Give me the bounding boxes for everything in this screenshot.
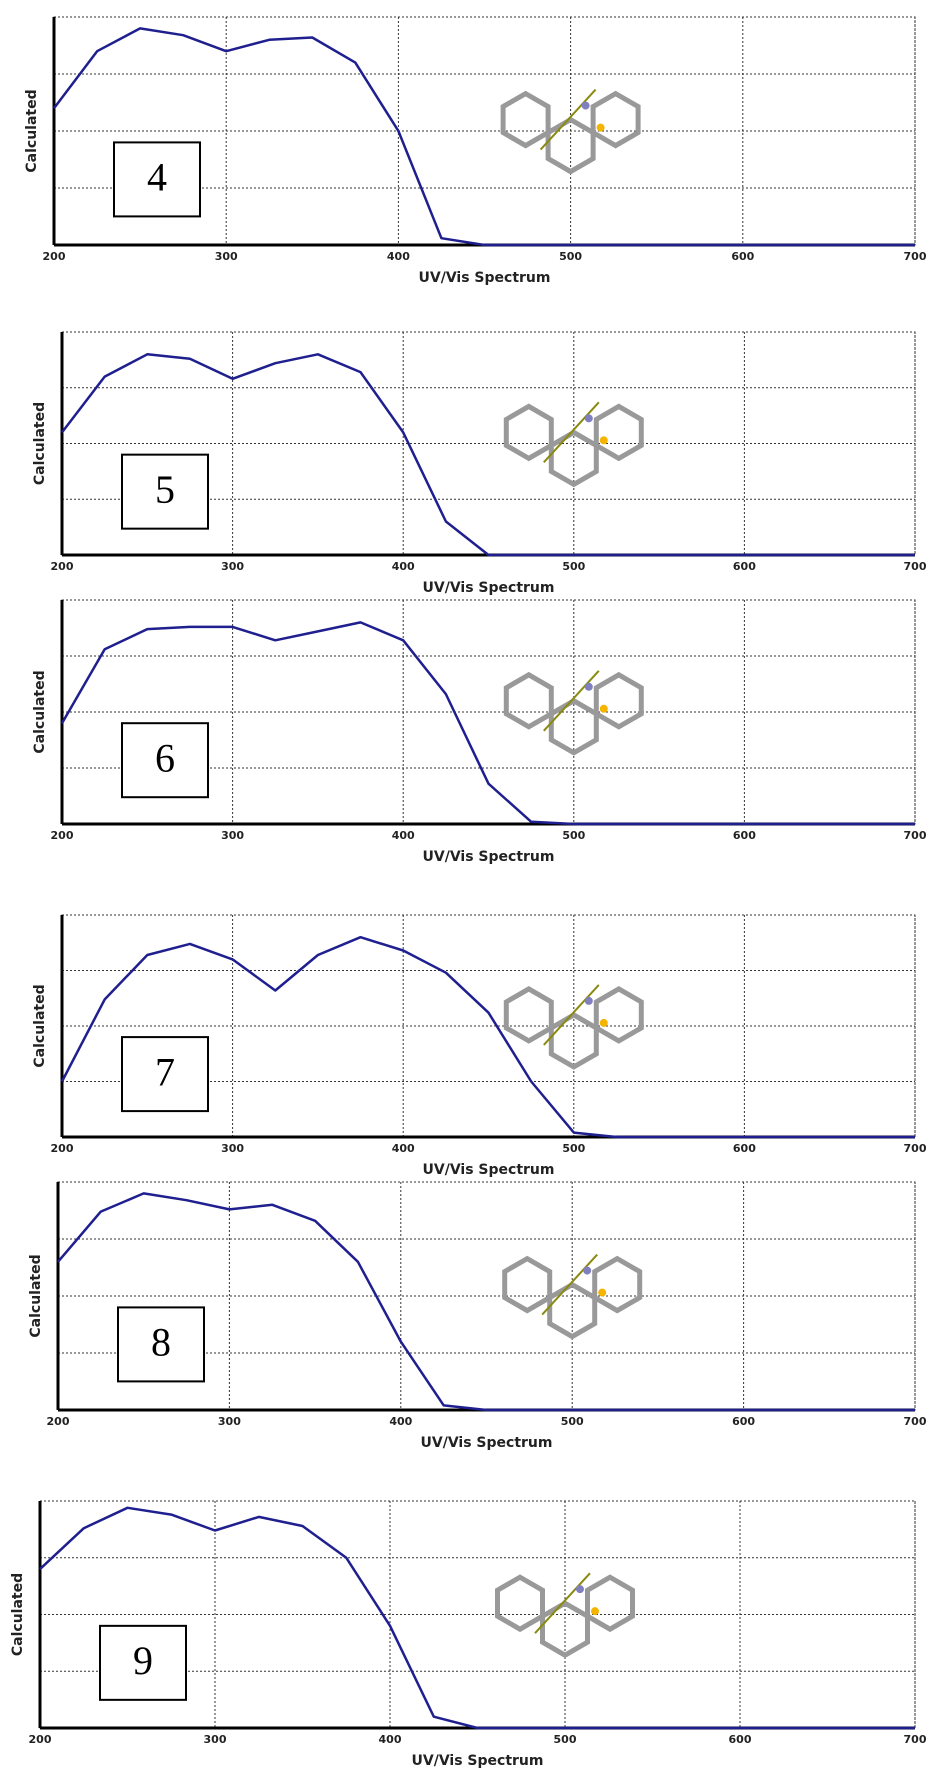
x-tick-label: 300: [215, 250, 238, 263]
label-number: 4: [147, 155, 167, 200]
molecule-ring: [596, 989, 641, 1041]
x-axis-label: UV/Vis Spectrum: [421, 1435, 553, 1451]
x-tick-label: 400: [389, 1415, 412, 1428]
heteroatom: [598, 1289, 606, 1297]
x-tick-label: 600: [733, 829, 756, 842]
x-tick-label: 500: [559, 250, 582, 263]
x-tick-label: 600: [732, 1415, 755, 1428]
x-axis-label: UV/Vis Spectrum: [419, 270, 551, 286]
heteroatom: [600, 705, 608, 713]
heteroatom: [591, 1607, 599, 1615]
y-axis-label: Calculated: [32, 670, 48, 753]
x-tick-label: 700: [904, 1415, 927, 1428]
molecule-ring: [506, 989, 551, 1041]
x-axis-label: UV/Vis Spectrum: [412, 1753, 544, 1769]
chart: 200 300 400 500 600 700 UV/Vis Spectrum Calcula…: [32, 915, 927, 1178]
x-tick-label: 300: [218, 1415, 241, 1428]
x-tick-label: 500: [562, 1142, 585, 1155]
heteroatom: [597, 124, 605, 132]
x-tick-label: 200: [51, 829, 74, 842]
molecule-ring: [506, 675, 551, 727]
heteroatom: [583, 1267, 591, 1275]
y-axis-label: Calculated: [24, 89, 40, 172]
y-axis-label: Calculated: [28, 1254, 44, 1337]
molecule-ring: [596, 406, 641, 458]
label-number: 8: [151, 1320, 171, 1365]
x-tick-label: 200: [29, 1733, 52, 1746]
x-tick-label: 700: [904, 250, 927, 263]
x-tick-label: 600: [733, 560, 756, 573]
heteroatom: [582, 102, 590, 110]
heteroatom: [585, 997, 593, 1005]
molecule-ring: [503, 94, 548, 146]
x-tick-label: 400: [387, 250, 410, 263]
heteroatom: [585, 414, 593, 422]
heteroatom: [576, 1585, 584, 1593]
heteroatom: [585, 683, 593, 691]
x-tick-label: 600: [729, 1733, 752, 1746]
label-number: 9: [133, 1638, 153, 1683]
x-tick-label: 200: [51, 1142, 74, 1155]
x-tick-label: 700: [904, 1142, 927, 1155]
x-tick-label: 500: [561, 1415, 584, 1428]
molecule-ring: [505, 1259, 550, 1311]
y-axis-label: Calculated: [10, 1573, 26, 1656]
x-axis-label: UV/Vis Spectrum: [423, 580, 555, 596]
heteroatom: [600, 436, 608, 444]
x-tick-label: 200: [51, 560, 74, 573]
molecule-ring: [595, 1259, 640, 1311]
x-tick-label: 300: [204, 1733, 227, 1746]
molecule-ring: [593, 94, 638, 146]
x-tick-label: 600: [733, 1142, 756, 1155]
x-tick-label: 700: [904, 829, 927, 842]
heteroatom: [600, 1019, 608, 1027]
page: 200 300 400 500 600 700 UV/Vis Spectrum Calcula…: [0, 0, 944, 1784]
molecule-ring: [596, 675, 641, 727]
x-tick-label: 500: [562, 829, 585, 842]
chart: 200 300 400 500 600 700 UV/Vis Spectrum Calcula…: [10, 1501, 927, 1769]
x-tick-label: 400: [392, 1142, 415, 1155]
x-tick-label: 200: [43, 250, 66, 263]
label-number: 5: [155, 467, 175, 512]
x-tick-label: 300: [221, 560, 244, 573]
chart: 200 300 400 500 600 700 UV/Vis Spectrum Calcula…: [24, 17, 927, 286]
x-tick-label: 700: [904, 560, 927, 573]
x-tick-label: 300: [221, 1142, 244, 1155]
x-tick-label: 200: [47, 1415, 70, 1428]
x-tick-label: 500: [554, 1733, 577, 1746]
molecule-ring: [588, 1577, 633, 1629]
chart-sheet: 200 300 400 500 600 700 UV/Vis Spectrum Calcula…: [0, 0, 944, 1784]
x-tick-label: 400: [392, 560, 415, 573]
x-tick-label: 400: [392, 829, 415, 842]
chart: 200 300 400 500 600 700 UV/Vis Spectrum Calcula…: [32, 600, 927, 865]
x-tick-label: 700: [904, 1733, 927, 1746]
y-axis-label: Calculated: [32, 984, 48, 1067]
x-axis-label: UV/Vis Spectrum: [423, 849, 555, 865]
x-tick-label: 400: [379, 1733, 402, 1746]
chart: 200 300 400 500 600 700 UV/Vis Spectrum Calcula…: [28, 1182, 927, 1451]
y-axis-label: Calculated: [32, 402, 48, 485]
chart: 200 300 400 500 600 700 UV/Vis Spectrum Calcula…: [32, 332, 927, 596]
molecule-ring: [506, 406, 551, 458]
label-number: 7: [155, 1049, 175, 1094]
molecule-ring: [498, 1577, 543, 1629]
x-tick-label: 500: [562, 560, 585, 573]
x-tick-label: 300: [221, 829, 244, 842]
x-axis-label: UV/Vis Spectrum: [423, 1162, 555, 1178]
label-number: 6: [155, 735, 175, 780]
x-tick-label: 600: [731, 250, 754, 263]
